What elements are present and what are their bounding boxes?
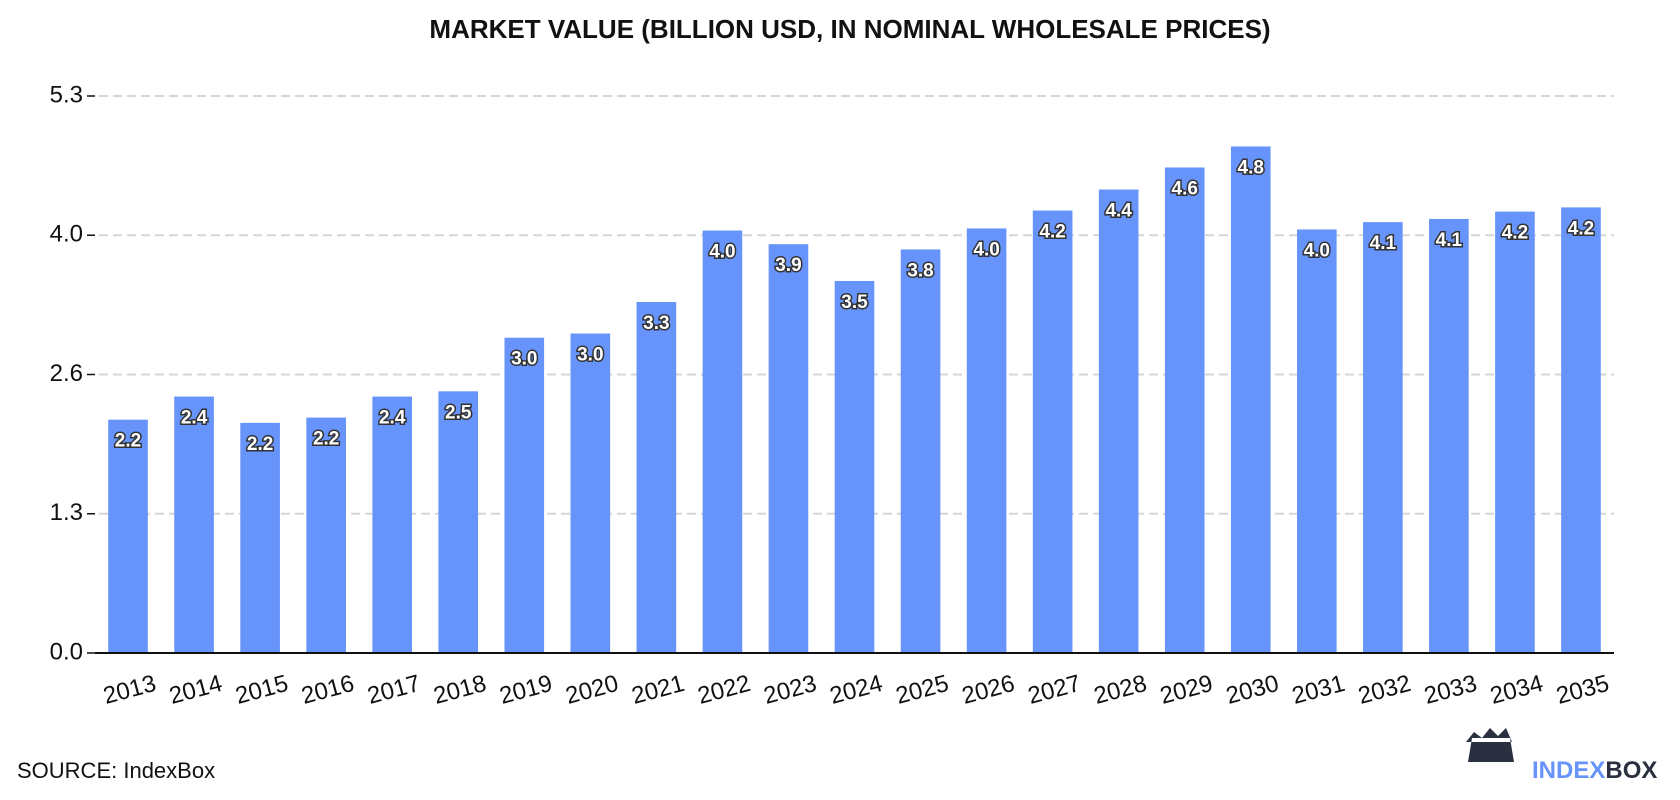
x-tick-label: 2017 (365, 670, 424, 710)
data-label: 3.5 (841, 292, 868, 313)
x-tick-label: 2025 (893, 670, 952, 710)
data-label: 2.2 (313, 429, 339, 450)
y-tick-label: 0.0 (50, 638, 83, 665)
bar (438, 391, 479, 653)
bar (834, 280, 875, 653)
bar (966, 228, 1007, 653)
data-label: 3.9 (775, 255, 801, 276)
data-label: 3.8 (907, 260, 933, 281)
bar (1363, 222, 1403, 653)
x-tick-label: 2035 (1553, 670, 1612, 710)
y-tick-label: 2.6 (50, 360, 83, 387)
bar (570, 333, 611, 653)
bar (1164, 167, 1205, 653)
bar (1495, 211, 1535, 654)
x-tick-label: 2028 (1091, 670, 1150, 710)
x-tick-label: 2018 (431, 670, 490, 710)
data-label: 2.2 (247, 434, 273, 455)
data-label: 3.3 (643, 313, 669, 334)
x-tick-label: 2020 (563, 670, 622, 710)
x-tick-label: 2024 (827, 670, 886, 710)
chart-title: MARKET VALUE (BILLION USD, IN NOMINAL WH… (429, 14, 1270, 44)
logo-icon (1466, 728, 1514, 762)
bar (702, 230, 743, 653)
x-tick-label: 2032 (1355, 670, 1414, 710)
data-label: 2.4 (379, 408, 406, 429)
data-label: 4.6 (1172, 178, 1198, 199)
data-label: 3.0 (511, 349, 537, 370)
data-label: 4.2 (1568, 218, 1594, 239)
data-label: 4.4 (1105, 201, 1132, 222)
bar (1296, 229, 1337, 653)
x-tick-label: 2016 (299, 670, 358, 710)
data-label: 4.1 (1370, 233, 1397, 254)
bar (900, 249, 941, 653)
x-tick-label: 2021 (629, 670, 688, 710)
x-tick-label: 2029 (1157, 670, 1216, 710)
data-label: 4.0 (973, 239, 999, 260)
bar (1561, 207, 1601, 653)
x-tick-label: 2026 (959, 670, 1018, 710)
bar (1429, 218, 1469, 653)
data-label: 4.1 (1436, 230, 1463, 251)
bar (768, 244, 809, 653)
bar (372, 396, 413, 653)
x-tick-label: 2013 (100, 670, 159, 710)
data-label: 4.8 (1238, 157, 1264, 178)
y-tick-label: 5.3 (50, 81, 83, 108)
logo-part: BOX (1605, 757, 1657, 784)
data-label: 4.2 (1039, 222, 1065, 243)
bar (174, 396, 214, 653)
bar (108, 419, 148, 653)
y-tick-label: 1.3 (50, 499, 83, 526)
bar (1098, 189, 1139, 653)
bar (636, 301, 677, 653)
data-label: 2.4 (181, 408, 208, 429)
data-label: 4.0 (1304, 240, 1330, 261)
data-label: 2.5 (445, 402, 472, 423)
bar (306, 417, 346, 653)
data-label: 2.2 (115, 431, 141, 452)
y-tick-label: 4.0 (50, 221, 83, 248)
x-tick-label: 2030 (1223, 670, 1282, 710)
logo: INDEXBOX (1466, 728, 1657, 784)
x-tick-label: 2027 (1025, 670, 1084, 710)
bar (504, 337, 545, 653)
data-label: 4.2 (1502, 223, 1528, 244)
x-tick-label: 2022 (695, 670, 754, 710)
x-tick-label: 2019 (497, 670, 556, 710)
x-tick-label: 2015 (233, 670, 292, 710)
data-label: 3.0 (577, 345, 603, 366)
bar (1032, 210, 1073, 653)
logo-part: INDEX (1532, 757, 1605, 784)
x-tick-label: 2031 (1289, 670, 1348, 710)
logo-text: INDEXBOX (1532, 757, 1657, 784)
x-tick-label: 2034 (1487, 670, 1546, 710)
x-tick-label: 2023 (761, 670, 820, 710)
x-tick-label: 2033 (1421, 670, 1480, 710)
bar (1230, 146, 1271, 653)
x-tick-label: 2014 (166, 670, 225, 710)
data-label: 4.0 (709, 242, 735, 263)
bar (240, 422, 280, 653)
source: SOURCE: IndexBox (17, 758, 215, 783)
